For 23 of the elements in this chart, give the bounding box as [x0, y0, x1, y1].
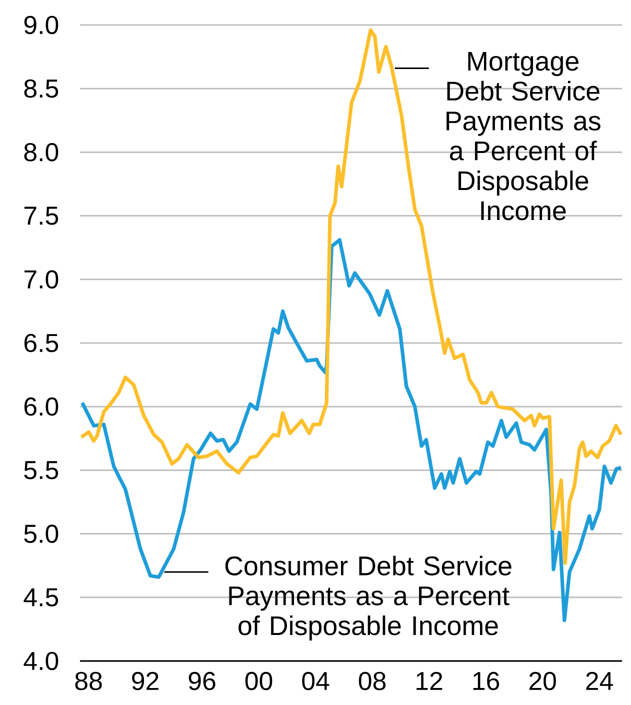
y-tick-label: 6.5: [24, 334, 58, 352]
y-tick-label: 4.5: [24, 588, 58, 606]
x-tick-label: 88: [75, 672, 102, 690]
y-tick-label: 5.5: [24, 461, 58, 480]
y-tick-label: 5.0: [24, 524, 58, 543]
x-tick-label: 24: [586, 672, 613, 690]
y-tick-label: 4.0: [24, 652, 58, 670]
y-tick-label: 8.0: [24, 143, 58, 162]
x-tick-label: 08: [358, 672, 386, 690]
x-tick-label: 96: [188, 672, 216, 690]
y-tick-label: 7.0: [24, 270, 58, 289]
x-tick-label: 20: [529, 672, 556, 690]
y-tick-label: 9.0: [24, 16, 58, 34]
y-tick-label: 8.5: [24, 79, 58, 98]
annotation: Consumer Debt Service Payments as a Percent of Disposable Income: [225, 556, 512, 641]
x-tick-label: 00: [245, 672, 272, 690]
y-tick-label: 6.0: [24, 397, 58, 416]
annotation: Mortgage Debt Service Payments as a Percent of Disposable Income: [446, 52, 600, 220]
y-tick-label: 7.5: [24, 206, 58, 225]
x-tick-label: 12: [416, 672, 442, 690]
x-tick-label: 04: [302, 672, 330, 690]
x-tick-label: 92: [132, 672, 158, 690]
x-tick-label: 16: [473, 672, 500, 690]
